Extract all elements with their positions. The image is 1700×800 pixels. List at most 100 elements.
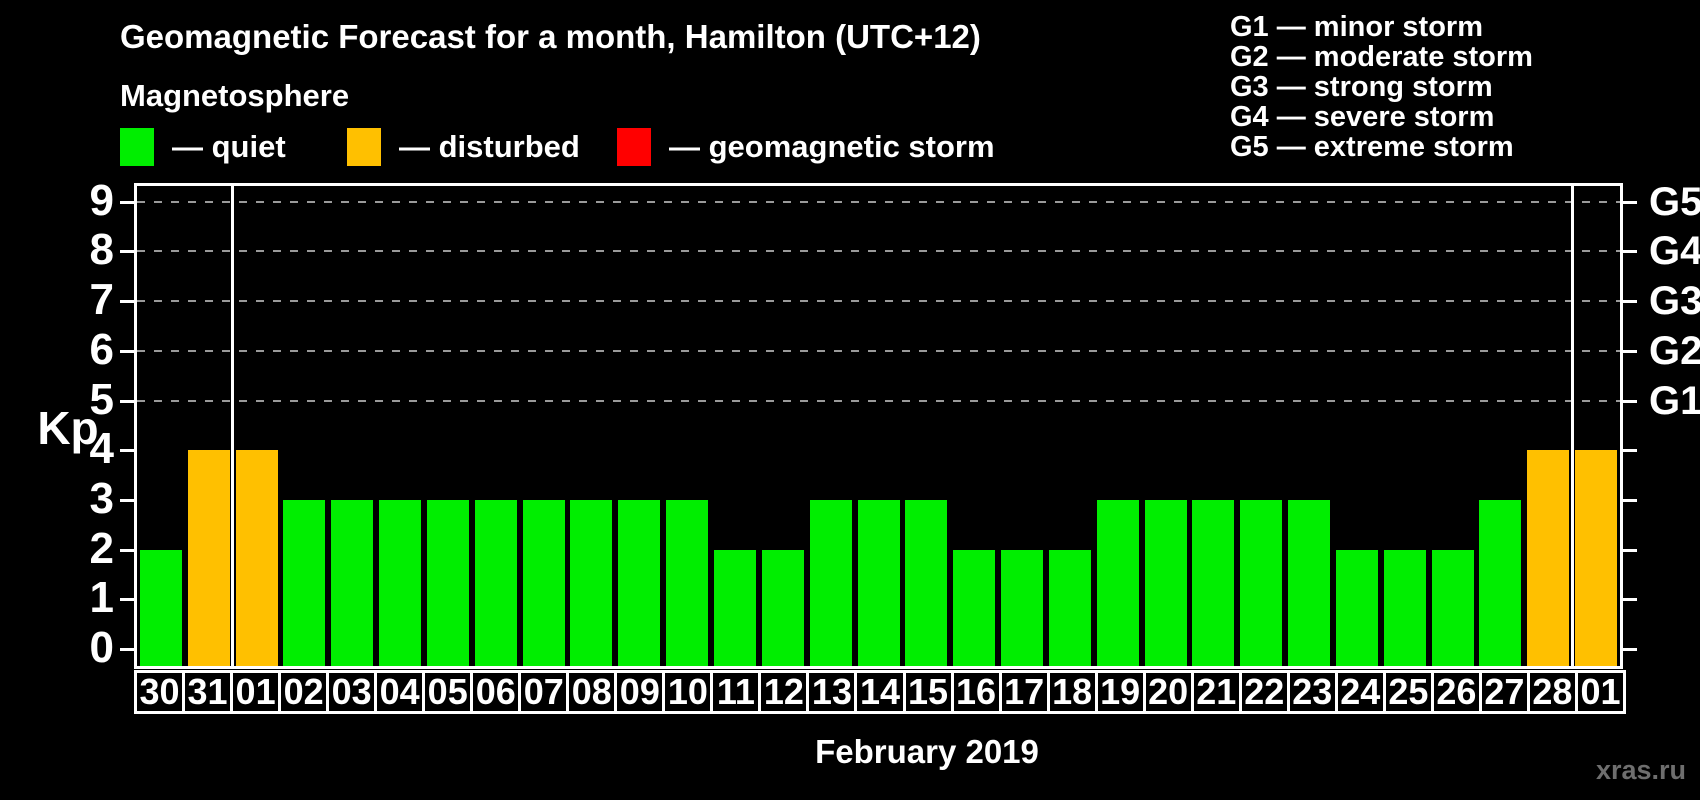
g-legend-line-5: G5 — extreme storm xyxy=(1230,131,1514,163)
y-tick-left-4 xyxy=(120,449,134,453)
y-tick-left-3 xyxy=(120,498,134,502)
g-legend-line-1: G1 — minor storm xyxy=(1230,11,1483,43)
bar-day-02-kp3 xyxy=(283,499,326,666)
g-axis-label-g4: G4 xyxy=(1649,229,1700,274)
kp-state-legend: — quiet — disturbed — geomagnetic storm xyxy=(0,128,1100,172)
bar-day-28-kp4 xyxy=(1527,450,1570,666)
day-label-29-28: 28 xyxy=(1526,670,1578,714)
bar-day-03-kp3 xyxy=(331,499,374,666)
y-tick-right-3 xyxy=(1623,498,1637,502)
y-tick-left-2 xyxy=(120,548,134,552)
bar-day-20-kp3 xyxy=(1144,499,1187,666)
day-label-19-18: 18 xyxy=(1046,670,1098,714)
bar-day-08-kp3 xyxy=(570,499,613,666)
day-label-30-01: 01 xyxy=(1574,670,1626,714)
day-label-16-15: 15 xyxy=(902,670,954,714)
bar-day-14-kp3 xyxy=(857,499,900,666)
y-tick-label-3: 3 xyxy=(89,473,114,523)
bar-day-25-kp2 xyxy=(1383,549,1426,666)
day-label-4-03: 03 xyxy=(326,670,378,714)
bar-day-27-kp3 xyxy=(1479,499,1522,666)
legend-label: — quiet xyxy=(172,129,286,164)
y-tick-right-9 xyxy=(1623,200,1637,204)
g-axis-label-g1: G1 xyxy=(1649,378,1700,423)
legend-swatch-quiet xyxy=(120,128,154,166)
y-tick-label-6: 6 xyxy=(89,324,114,374)
month-separator xyxy=(231,186,235,666)
day-label-24-23: 23 xyxy=(1286,670,1338,714)
bar-day-07-kp3 xyxy=(522,499,565,666)
bar-day-11-kp2 xyxy=(713,549,756,666)
y-tick-right-4 xyxy=(1623,449,1637,453)
day-label-2-01: 01 xyxy=(230,670,282,714)
bar-day-06-kp3 xyxy=(474,499,517,666)
plot-area xyxy=(134,183,1623,669)
y-axis-title: Kp xyxy=(37,402,99,454)
chart-subtitle: Magnetosphere xyxy=(120,78,350,113)
legend-swatch-disturbed xyxy=(347,128,381,166)
g-axis-label-g5: G5 xyxy=(1649,179,1700,224)
y-tick-right-5 xyxy=(1623,399,1637,403)
legend-item-geomagnetic-storm: — geomagnetic storm xyxy=(617,128,995,166)
day-label-26-25: 25 xyxy=(1382,670,1434,714)
bar-day-10-kp3 xyxy=(666,499,709,666)
legend-label: — geomagnetic storm xyxy=(669,129,995,164)
y-tick-left-1 xyxy=(120,598,134,602)
day-label-0-30: 30 xyxy=(134,670,186,714)
bar-day-23-kp3 xyxy=(1288,499,1331,666)
bar-day-01-kp4 xyxy=(1575,450,1618,666)
bar-day-16-kp2 xyxy=(953,549,996,666)
bar-day-12-kp2 xyxy=(761,549,804,666)
chart-title: Geomagnetic Forecast for a month, Hamilt… xyxy=(120,18,981,55)
legend-label: — disturbed xyxy=(399,129,580,164)
month-separator xyxy=(1570,186,1574,666)
y-tick-label-2: 2 xyxy=(89,523,114,573)
bar-day-22-kp3 xyxy=(1240,499,1283,666)
day-label-11-10: 10 xyxy=(662,670,714,714)
day-label-20-19: 19 xyxy=(1094,670,1146,714)
day-label-21-20: 20 xyxy=(1142,670,1194,714)
x-axis-month-caption: February 2019 xyxy=(815,733,1039,770)
g-legend-line-3: G3 — strong storm xyxy=(1230,71,1493,103)
legend-item-quiet: — quiet xyxy=(120,128,286,166)
gridline-kp6 xyxy=(137,349,1620,352)
bar-day-19-kp3 xyxy=(1096,499,1139,666)
g-legend-line-2: G2 — moderate storm xyxy=(1230,41,1533,73)
y-tick-right-2 xyxy=(1623,548,1637,552)
legend-item-disturbed: — disturbed xyxy=(347,128,580,166)
day-label-14-13: 13 xyxy=(806,670,858,714)
bar-day-21-kp3 xyxy=(1192,499,1235,666)
y-tick-label-4: 4 xyxy=(89,424,114,474)
day-label-18-17: 17 xyxy=(998,670,1050,714)
bar-day-31-kp4 xyxy=(187,450,230,666)
g-legend-line-4: G4 — severe storm xyxy=(1230,101,1495,133)
day-label-17-16: 16 xyxy=(950,670,1002,714)
y-tick-label-0: 0 xyxy=(89,623,114,672)
day-label-25-24: 24 xyxy=(1334,670,1386,714)
y-tick-right-6 xyxy=(1623,349,1637,353)
bar-day-26-kp2 xyxy=(1431,549,1474,666)
y-tick-label-1: 1 xyxy=(89,573,114,623)
g-scale-legend: G1 — minor storm G2 — moderate storm G3 — … xyxy=(1230,12,1533,162)
y-tick-right-7 xyxy=(1623,300,1637,304)
day-label-6-05: 05 xyxy=(422,670,474,714)
day-label-27-26: 26 xyxy=(1430,670,1482,714)
bar-day-17-kp2 xyxy=(1001,549,1044,666)
bar-day-04-kp3 xyxy=(379,499,422,666)
day-label-3-02: 02 xyxy=(278,670,330,714)
day-label-7-06: 06 xyxy=(470,670,522,714)
legend-swatch-geomagnetic-storm xyxy=(617,128,651,166)
bar-day-24-kp2 xyxy=(1335,549,1378,666)
bar-day-05-kp3 xyxy=(426,499,469,666)
bar-day-18-kp2 xyxy=(1048,549,1091,666)
bar-day-09-kp3 xyxy=(618,499,661,666)
gridline-kp5 xyxy=(137,399,1620,402)
y-tick-left-8 xyxy=(120,250,134,254)
watermark-text: xras.ru xyxy=(1595,755,1686,785)
day-label-13-12: 12 xyxy=(758,670,810,714)
gridline-kp7 xyxy=(137,300,1620,303)
y-tick-left-5 xyxy=(120,399,134,403)
day-label-10-09: 09 xyxy=(614,670,666,714)
